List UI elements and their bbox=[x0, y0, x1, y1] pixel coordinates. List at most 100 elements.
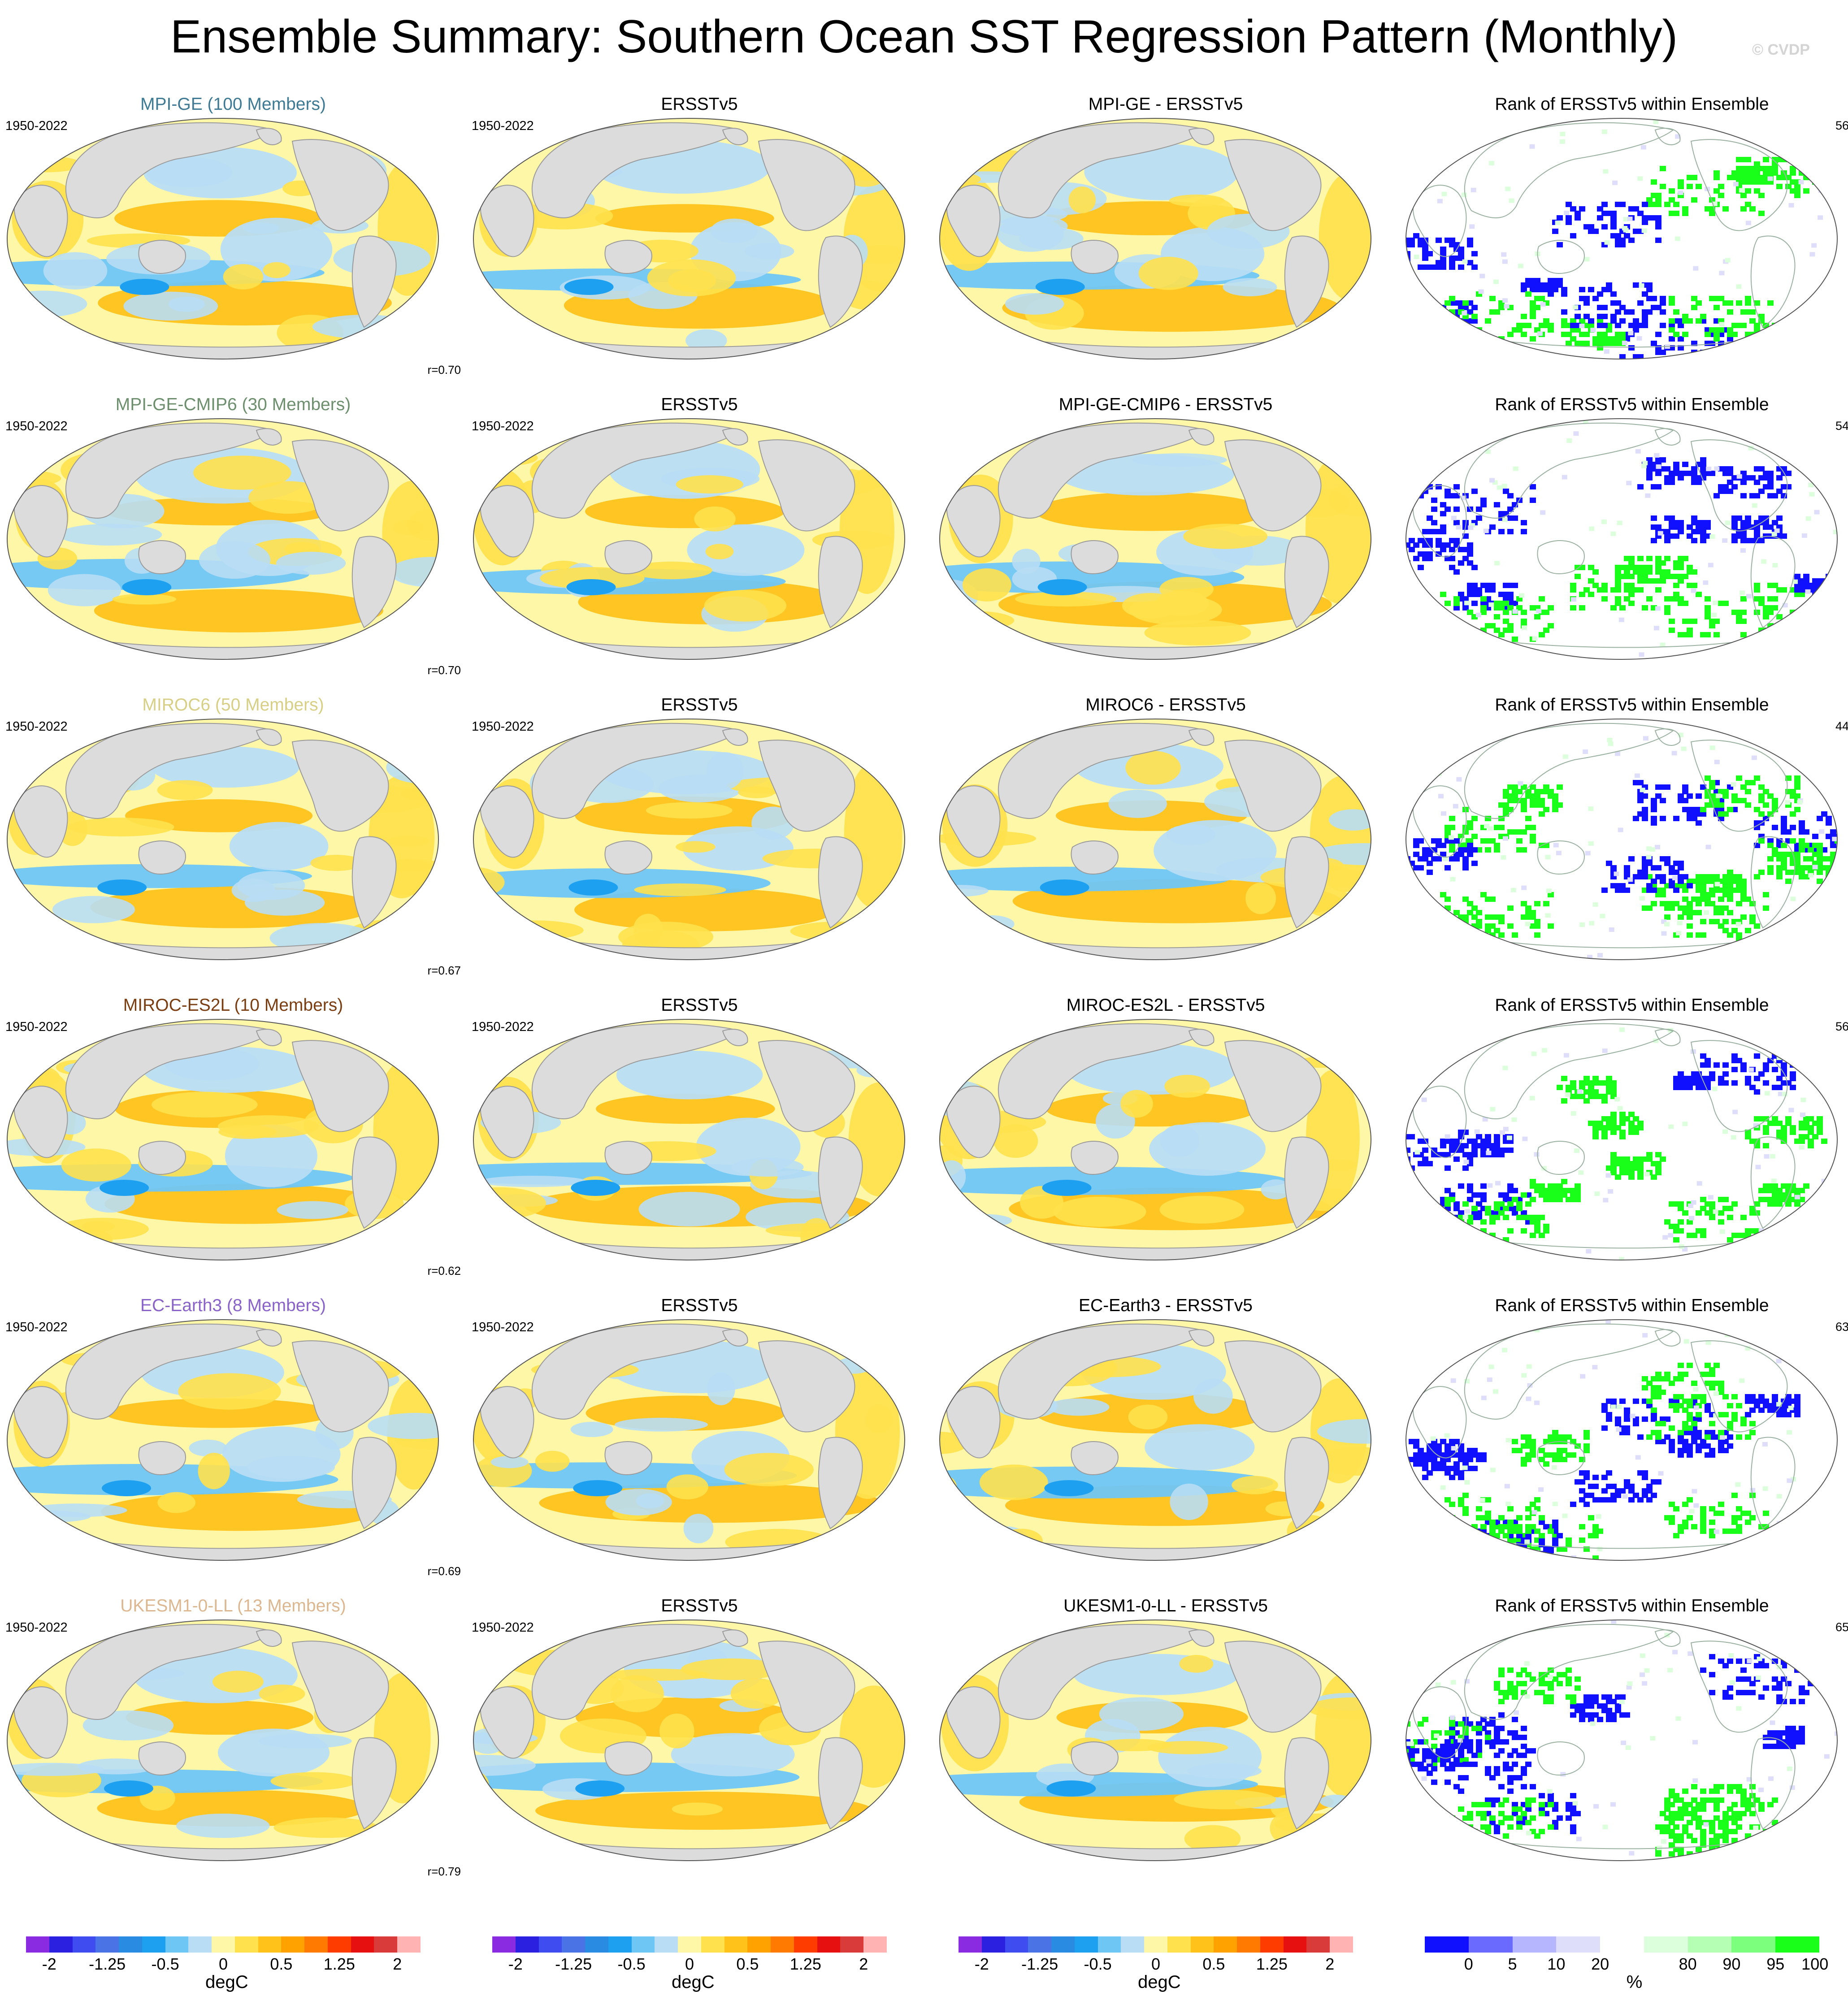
map-obs-2 bbox=[472, 717, 907, 961]
colorbar-tick-label: 1.25 bbox=[324, 1955, 355, 1973]
landmass bbox=[139, 1742, 186, 1775]
period-label: 1950-2022 bbox=[5, 1320, 68, 1335]
colorbar-tick-label: 10 bbox=[1547, 1955, 1565, 1973]
panel-title-rank: Rank of ERSSTv5 within Ensemble bbox=[1399, 1596, 1848, 1616]
colorbar-swatch bbox=[701, 1936, 724, 1953]
colorbar-swatch bbox=[1284, 1936, 1307, 1953]
colorbar-tick-label: 0.5 bbox=[736, 1955, 759, 1973]
landmass bbox=[1071, 240, 1118, 273]
colorbar-swatch bbox=[1028, 1936, 1051, 1953]
rank-percent: 56% bbox=[1835, 1019, 1848, 1034]
period-label: 1950-2022 bbox=[472, 1320, 534, 1335]
landmass bbox=[605, 240, 652, 273]
map-rank-3 bbox=[1404, 1018, 1839, 1262]
period-label: 1950-2022 bbox=[5, 1019, 68, 1035]
colorbar-tick-label: 0.5 bbox=[1202, 1955, 1225, 1973]
colorbar-tick-label: 95 bbox=[1766, 1955, 1784, 1973]
panel-diff: MIROC6 - ERSSTv5 bbox=[933, 695, 1399, 995]
colorbar-tick-label: -1.25 bbox=[89, 1955, 126, 1973]
colorbar-swatch bbox=[747, 1936, 771, 1953]
colorbar-swatch bbox=[281, 1936, 304, 1953]
colorbar-swatch bbox=[655, 1936, 678, 1953]
map-rank-4 bbox=[1404, 1318, 1839, 1562]
cvdp-watermark: © CVDP bbox=[1752, 41, 1810, 59]
colorbar-tick-label: -0.5 bbox=[152, 1955, 179, 1973]
map-rank-0 bbox=[1404, 117, 1839, 361]
panel-title-diff: MIROC6 - ERSSTv5 bbox=[933, 695, 1399, 715]
colorbar-swatch bbox=[794, 1936, 817, 1953]
colorbar-swatches bbox=[26, 1936, 421, 1953]
panel-title-obs: ERSSTv5 bbox=[466, 995, 933, 1016]
panel-title-rank: Rank of ERSSTv5 within Ensemble bbox=[1399, 1295, 1848, 1316]
panel-diff: MIROC-ES2L - ERSSTv5 bbox=[933, 995, 1399, 1295]
map-model-0 bbox=[5, 117, 440, 361]
colorbar-tick-label: -0.5 bbox=[618, 1955, 646, 1973]
landmass bbox=[1071, 1442, 1118, 1475]
pattern-correlation: r=0.67 bbox=[428, 964, 461, 977]
pattern-correlation: r=0.70 bbox=[428, 663, 461, 677]
colorbar-tick-label: -1.25 bbox=[1021, 1955, 1058, 1973]
colorbar-swatch bbox=[1144, 1936, 1167, 1953]
colorbar-swatch bbox=[235, 1936, 258, 1953]
colorbar-tick-label: 0 bbox=[219, 1955, 228, 1973]
map-obs-1 bbox=[472, 417, 907, 661]
page-title: Ensemble Summary: Southern Ocean SST Reg… bbox=[0, 10, 1848, 64]
landmass bbox=[605, 541, 652, 574]
colorbar-swatch bbox=[1469, 1936, 1513, 1953]
colorbar-swatch bbox=[539, 1936, 562, 1953]
landmass bbox=[139, 1442, 186, 1475]
colorbar-tick-label: 1.25 bbox=[1256, 1955, 1288, 1973]
colorbar-tick-label: -0.5 bbox=[1084, 1955, 1112, 1973]
colorbar-swatch bbox=[1121, 1936, 1144, 1953]
colorbar-swatch bbox=[959, 1936, 982, 1953]
panel-title-model: EC-Earth3 (8 Members) bbox=[0, 1295, 466, 1316]
panel-title-obs: ERSSTv5 bbox=[466, 695, 933, 715]
period-label: 1950-2022 bbox=[5, 419, 68, 434]
colorbar-swatch bbox=[26, 1936, 49, 1953]
period-label: 1950-2022 bbox=[472, 1019, 534, 1035]
map-obs-5 bbox=[472, 1618, 907, 1862]
colorbar-tick-label: 0 bbox=[685, 1955, 694, 1973]
colorbar-swatch bbox=[212, 1936, 235, 1953]
panel-title-rank: Rank of ERSSTv5 within Ensemble bbox=[1399, 94, 1848, 115]
map-rank-1 bbox=[1404, 417, 1839, 661]
colorbar-swatch bbox=[840, 1936, 863, 1953]
map-diff-3 bbox=[938, 1018, 1373, 1262]
colorbar-swatch bbox=[351, 1936, 374, 1953]
colorbar-swatch bbox=[1005, 1936, 1028, 1953]
panel-title-model: MPI-GE (100 Members) bbox=[0, 94, 466, 115]
period-label: 1950-2022 bbox=[472, 1620, 534, 1635]
colorbar-swatch bbox=[1214, 1936, 1237, 1953]
colorbar-swatch bbox=[492, 1936, 516, 1953]
colorbar-tick-label: 20 bbox=[1591, 1955, 1609, 1973]
period-label: 1950-2022 bbox=[472, 719, 534, 734]
colorbar-tick-label: 90 bbox=[1722, 1955, 1740, 1973]
map-diff-4 bbox=[938, 1318, 1373, 1562]
colorbar-swatch bbox=[1260, 1936, 1284, 1953]
colorbar-tick-label: 100 bbox=[1801, 1955, 1828, 1973]
colorbar-swatch bbox=[585, 1936, 608, 1953]
colorbar-swatch bbox=[73, 1936, 96, 1953]
panel-title-model: MIROC6 (50 Members) bbox=[0, 695, 466, 715]
map-obs-0 bbox=[472, 117, 907, 361]
colorbar-swatch bbox=[49, 1936, 73, 1953]
landmass bbox=[139, 841, 186, 874]
colorbar-tick-label: -1.25 bbox=[555, 1955, 592, 1973]
colorbar-swatches bbox=[959, 1936, 1353, 1953]
colorbar-swatch bbox=[397, 1936, 421, 1953]
colorbar-tick-label: -2 bbox=[975, 1955, 989, 1973]
colorbar-swatch bbox=[608, 1936, 632, 1953]
period-label: 1950-2022 bbox=[5, 118, 68, 134]
